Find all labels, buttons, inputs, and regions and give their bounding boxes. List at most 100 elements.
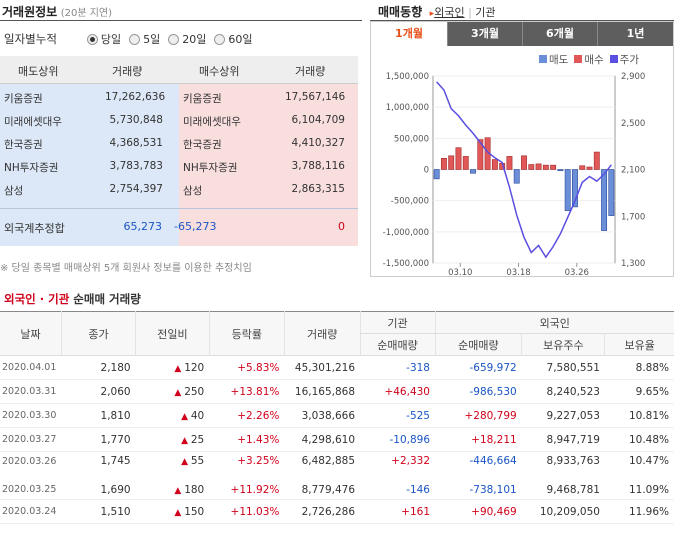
holdings-cell: 9,468,781 — [521, 475, 605, 500]
inst-net-cell: -525 — [360, 403, 435, 428]
holding-rate-cell: 8.88% — [604, 355, 674, 380]
buy-broker: 한국증권 — [183, 139, 222, 151]
date-cell: 2020.04.01 — [0, 355, 62, 380]
table-row: 2020.04.01 2,180 ▲ 120 +5.83% 45,301,216 -318… — [0, 355, 674, 380]
foreign-net-cell: -446,664 — [435, 451, 522, 476]
holdings-cell: 8,933,763 — [521, 451, 605, 476]
inst-net-cell: -146 — [360, 475, 435, 500]
bottom-title-black: 순매매 거래량 — [73, 292, 141, 306]
tab-1year[interactable]: 1년 — [597, 22, 673, 46]
y-left-tick: -1,500,000 — [383, 259, 429, 269]
table-row: 2020.03.24 1,510 ▲ 150 +11.03% 2,726,286 +161… — [0, 499, 674, 524]
sell-volume: 2,754,397 — [109, 183, 163, 195]
foreign-buy: 0 — [338, 220, 345, 233]
buy-bar — [593, 151, 600, 170]
change-cell: ▲ 150 — [135, 499, 210, 524]
tab-1month[interactable]: 1개월 — [371, 22, 447, 46]
sell-broker: NH투자증권 — [4, 162, 59, 174]
y-right-tick: 1,300 — [621, 259, 645, 269]
close-cell: 1,690 — [61, 475, 136, 500]
volume-cell: 4,298,610 — [284, 427, 361, 452]
inst-net-cell: -10,896 — [360, 427, 435, 452]
sell-volume: 3,783,783 — [109, 160, 163, 172]
link-institution[interactable]: 기관 — [475, 6, 496, 19]
y-right-tick: 1,700 — [621, 212, 645, 222]
arrow-icon: ▸ — [429, 9, 435, 19]
col-date: 날짜 — [0, 311, 62, 356]
volume-cell: 3,038,666 — [284, 403, 361, 428]
price-line — [436, 81, 612, 259]
sell-volume: 5,730,848 — [109, 114, 163, 126]
bottom-title-red: 외국인 · 기관 — [4, 292, 70, 306]
sell-broker: 한국증권 — [4, 139, 43, 151]
close-cell: 2,060 — [61, 379, 136, 404]
radio-today[interactable]: 당일 — [86, 31, 121, 47]
up-triangle-icon: ▲ — [174, 507, 185, 518]
sell-bar — [572, 169, 578, 208]
sell-panel — [0, 56, 179, 246]
rate-cell: +5.83% — [209, 355, 285, 380]
buy-bar — [462, 156, 469, 170]
buy-volume: 4,410,327 — [291, 137, 345, 149]
trend-title: 매매동향 — [378, 5, 423, 19]
y-right-tick: 2,900 — [621, 72, 645, 82]
y-left-tick: 1,000,000 — [386, 103, 429, 113]
holding-rate-cell: 10.81% — [604, 403, 674, 428]
sell-bar — [601, 169, 608, 231]
up-triangle-icon: ▲ — [174, 387, 185, 398]
trend-underline — [370, 20, 674, 21]
date-cell: 2020.03.30 — [0, 403, 62, 428]
rank-row: 키움증권 17,262,636 키움증권 17,567,146 — [0, 87, 358, 110]
rate-cell: +2.26% — [209, 403, 285, 428]
tab-3month[interactable]: 3개월 — [447, 22, 522, 46]
foreign-net-cell: +90,469 — [435, 499, 522, 524]
change-cell: ▲ 40 — [135, 403, 210, 428]
holding-rate-cell: 10.47% — [604, 451, 674, 476]
holdings-cell: 8,240,523 — [521, 379, 605, 404]
sell-bar — [557, 169, 564, 172]
buy-bar — [586, 166, 593, 170]
col-buy-top: 매수상위 — [199, 65, 240, 78]
header-underline — [0, 20, 362, 21]
y-left-tick: 0 — [424, 166, 429, 176]
radio-20day[interactable]: 20일 — [168, 31, 206, 47]
rate-cell: +11.03% — [209, 499, 285, 524]
filter-row: 일자별누적 당일 5일 20일 60일 — [4, 31, 261, 47]
holdings-cell: 10,209,050 — [521, 499, 605, 524]
close-cell: 1,770 — [61, 427, 136, 452]
buy-bar — [477, 139, 484, 170]
inst-net-cell: +46,430 — [360, 379, 435, 404]
holding-rate-cell: 11.96% — [604, 499, 674, 524]
table-row: 2020.03.27 1,770 ▲ 25 +1.43% 4,298,610 -10,89… — [0, 427, 674, 452]
x-tick-label: 03.26 — [565, 268, 589, 276]
buy-bar — [528, 164, 535, 170]
sell-broker: 미래에셋대우 — [4, 116, 62, 128]
change-cell: ▲ 120 — [135, 355, 210, 380]
up-triangle-icon: ▲ — [174, 485, 185, 496]
col-sell-top: 매도상위 — [18, 65, 59, 78]
date-cell: 2020.03.25 — [0, 475, 62, 500]
sell-bar — [608, 169, 615, 216]
col-change: 전일비 — [135, 311, 210, 356]
col-sell-volume: 거래량 — [112, 65, 143, 78]
date-cell: 2020.03.31 — [0, 379, 62, 404]
inst-net-cell: +161 — [360, 499, 435, 524]
col-foreign: 외국인 — [434, 311, 674, 334]
table-row: 2020.03.26 1,745 ▲ 55 +3.25% 6,482,885 +2,332… — [0, 451, 674, 476]
radio-5day[interactable]: 5일 — [129, 31, 160, 47]
y-left-tick: 1,500,000 — [386, 72, 429, 82]
sell-bar — [513, 169, 520, 184]
trend-panel: 1개월 3개월 6개월 1년 매도 매수 주가 1,500,000 1,000,0… — [370, 21, 674, 277]
col-holdings: 보유주수 — [521, 333, 605, 356]
bottom-title: 외국인 · 기관 순매매 거래량 — [4, 291, 141, 307]
link-foreign[interactable]: 외국인 — [434, 6, 465, 19]
buy-bar — [440, 157, 447, 170]
tab-6month[interactable]: 6개월 — [522, 22, 597, 46]
radio-60day[interactable]: 60일 — [214, 31, 253, 47]
col-close: 종가 — [60, 311, 136, 356]
footnote: ※ 당일 종목별 매매상위 5개 회원사 정보를 이용한 추정치임 — [0, 263, 252, 274]
foreign-label: 외국계추정합 — [4, 222, 65, 235]
volume-cell: 16,165,868 — [284, 379, 361, 404]
y-left-tick: 500,000 — [394, 134, 429, 144]
buy-volume: 3,788,116 — [291, 160, 345, 172]
